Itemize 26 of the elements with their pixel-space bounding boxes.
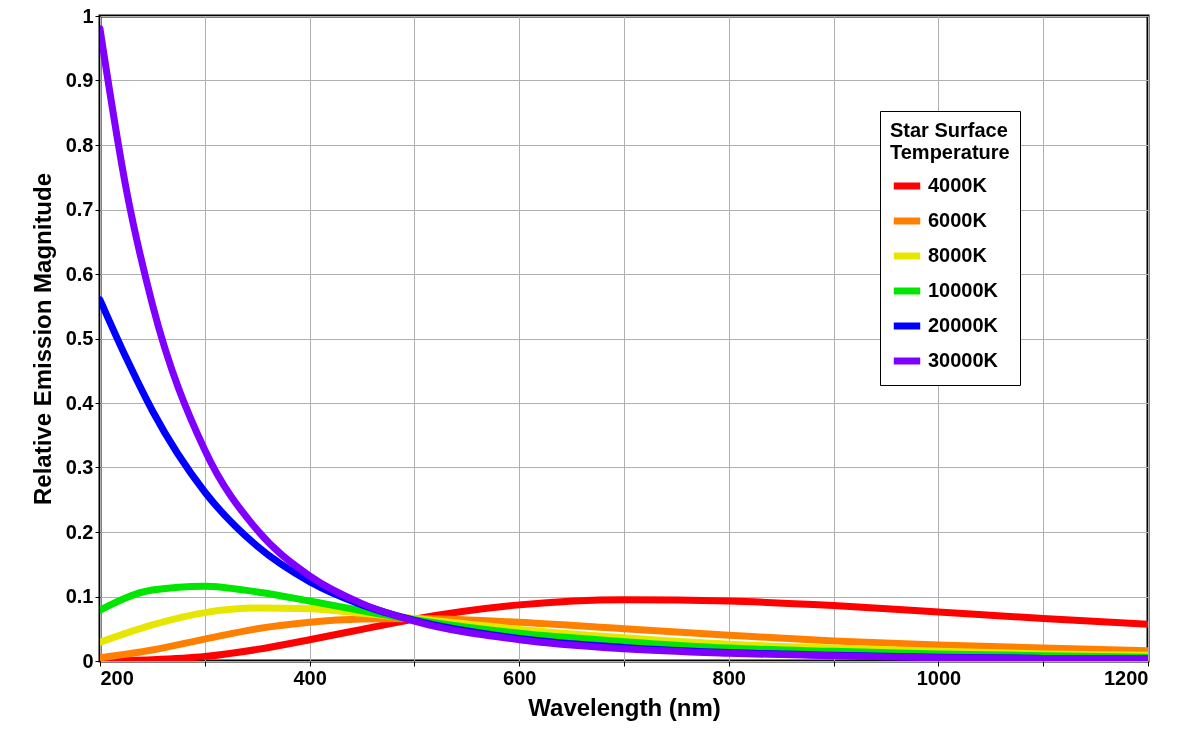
- x-tick-label: 1000: [916, 666, 962, 689]
- legend-label: 4000K: [928, 174, 988, 196]
- y-tick-label: 0.3: [65, 456, 94, 478]
- x-tick-label: 800: [712, 666, 746, 689]
- y-tick-label: 0.2: [65, 520, 94, 543]
- y-tick-label: 0.5: [65, 327, 94, 349]
- x-tick-label: 600: [503, 666, 537, 689]
- y-tick-label: 0.6: [65, 262, 94, 285]
- x-tick-label: 200: [100, 666, 134, 689]
- legend-label: 20000K: [928, 314, 999, 336]
- y-axis-title: Relative Emission Magnitude: [28, 172, 56, 506]
- legend-label: 8000K: [928, 244, 988, 266]
- x-tick-label: 400: [293, 666, 327, 689]
- y-tick-label: 0.8: [65, 133, 94, 156]
- x-axis-title: Wavelength (nm): [528, 693, 721, 721]
- legend-label: 10000K: [928, 279, 999, 301]
- y-tick-label: 0: [82, 649, 94, 672]
- y-tick-label: 0.1: [65, 585, 94, 607]
- y-tick-label: 0.9: [65, 69, 94, 91]
- y-tick-label: 0.7: [65, 198, 94, 220]
- y-tick-label: 0.4: [65, 391, 95, 414]
- legend-label: 6000K: [928, 209, 988, 231]
- x-tick-label: 1200: [1104, 666, 1149, 689]
- legend-title: Star Surface Temperature: [890, 119, 1010, 163]
- legend-label: 30000K: [928, 349, 999, 371]
- y-tick-label: 1: [82, 4, 94, 27]
